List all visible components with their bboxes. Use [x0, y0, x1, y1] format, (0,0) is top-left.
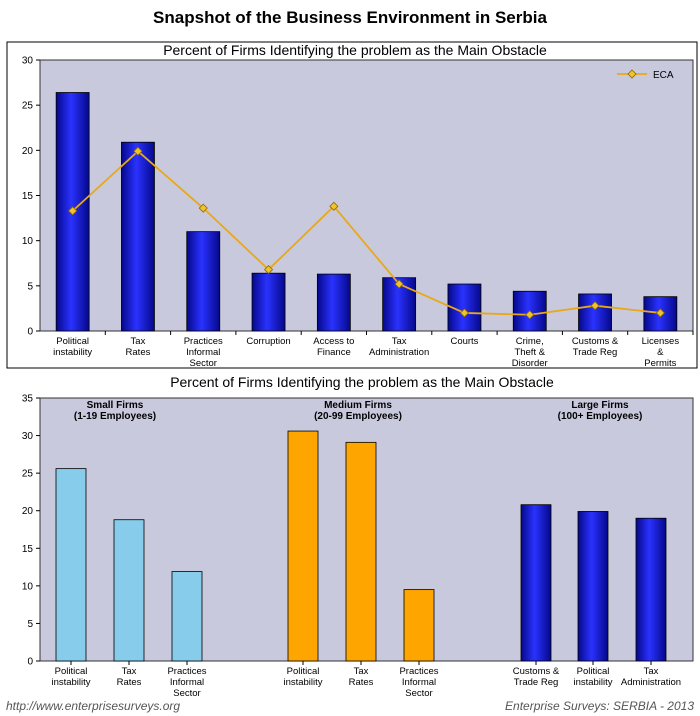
x-tick-label: Administration	[369, 347, 429, 358]
x-tick-label: instability	[283, 677, 322, 688]
x-tick-label: Access to	[313, 336, 354, 347]
x-tick-label: Rates	[126, 347, 151, 358]
x-tick-label: Disorder	[512, 358, 548, 369]
eca-point	[590, 301, 600, 311]
eca-point	[133, 146, 143, 156]
bar	[55, 468, 87, 662]
group-header: (1-19 Employees)	[74, 411, 156, 422]
y-tick-label: 5	[27, 619, 33, 630]
x-tick-label: Licenses	[642, 336, 680, 347]
y-tick-label: 25	[22, 469, 34, 480]
x-tick-label: Rates	[349, 677, 374, 688]
x-tick-label: Tax	[644, 666, 659, 677]
bar	[345, 441, 377, 662]
group-header: Medium Firms	[324, 400, 392, 411]
x-tick-label: Crime,	[516, 336, 544, 347]
eca-point	[68, 206, 78, 216]
x-tick-label: Tax	[392, 336, 407, 347]
x-tick-label: Courts	[450, 336, 478, 347]
x-tick-label: Corruption	[246, 336, 290, 347]
chart-title: Percent of Firms Identifying the problem…	[170, 374, 554, 390]
source-credit: Enterprise Surveys: SERBIA - 2013	[505, 699, 694, 713]
eca-point	[655, 308, 665, 318]
x-tick-label: Political	[56, 336, 89, 347]
source-url: http://www.enterprisesurveys.org	[6, 699, 181, 713]
eca-point	[394, 279, 404, 289]
x-tick-label: Practices	[167, 666, 206, 677]
x-tick-label: Practices	[184, 336, 223, 347]
bar	[520, 504, 552, 662]
bar	[578, 293, 612, 332]
x-tick-label: instability	[573, 677, 612, 688]
x-tick-label: instability	[51, 677, 90, 688]
bar	[287, 430, 319, 662]
group-header: (100+ Employees)	[558, 411, 643, 422]
bar	[635, 517, 667, 662]
x-tick-label: Practices	[399, 666, 438, 677]
group-header: Small Firms	[87, 400, 144, 411]
eca-line	[72, 150, 661, 316]
x-tick-label: Sector	[405, 688, 432, 699]
y-tick-label: 15	[22, 544, 34, 555]
y-tick-label: 20	[22, 506, 34, 517]
x-tick-label: Administration	[621, 677, 681, 688]
x-tick-label: Political	[287, 666, 320, 677]
x-tick-label: instability	[53, 347, 92, 358]
x-tick-label: Sector	[190, 358, 217, 369]
y-tick-label: 10	[22, 236, 34, 247]
bar	[113, 519, 145, 662]
y-tick-label: 15	[22, 191, 34, 202]
bar	[186, 231, 221, 332]
x-tick-label: Informal	[402, 677, 436, 688]
chart-obstacles-by-firm-size: Percent of Firms Identifying the problem…	[22, 374, 694, 699]
y-tick-label: 0	[27, 327, 33, 338]
x-tick-label: Tax	[354, 666, 369, 677]
y-tick-label: 5	[27, 281, 33, 292]
x-tick-label: Customs &	[572, 336, 619, 347]
eca-point	[459, 308, 470, 318]
x-tick-label: &	[657, 347, 664, 358]
y-tick-label: 35	[22, 394, 34, 405]
chart-frame	[6, 41, 698, 369]
page-title: Snapshot of the Business Environment in …	[153, 8, 547, 27]
x-tick-label: Theft &	[514, 347, 545, 358]
y-tick-label: 0	[27, 657, 33, 668]
eca-point	[263, 265, 274, 275]
bar	[577, 511, 609, 662]
x-tick-label: Informal	[186, 347, 220, 358]
y-tick-label: 20	[22, 146, 34, 157]
bar	[171, 571, 203, 662]
x-tick-label: Trade Reg	[573, 347, 618, 358]
x-tick-label: Sector	[173, 688, 200, 699]
x-tick-label: Trade Reg	[514, 677, 559, 688]
y-tick-label: 25	[22, 101, 34, 112]
eca-point	[329, 201, 339, 211]
x-tick-label: Political	[55, 666, 88, 677]
group-header: (20-99 Employees)	[314, 411, 402, 422]
legend-marker	[627, 69, 637, 79]
x-tick-label: Finance	[317, 347, 351, 358]
y-tick-label: 10	[22, 581, 34, 592]
x-tick-label: Rates	[117, 677, 142, 688]
chart-title: Percent of Firms Identifying the problem…	[163, 42, 547, 58]
y-tick-label: 30	[22, 431, 34, 442]
bar	[251, 272, 286, 332]
x-tick-label: Tax	[122, 666, 137, 677]
bar	[316, 273, 351, 332]
legend-label: ECA	[653, 70, 674, 81]
x-tick-label: Informal	[170, 677, 204, 688]
bar	[403, 589, 435, 662]
x-tick-label: Political	[577, 666, 610, 677]
x-tick-label: Customs &	[513, 666, 560, 677]
group-header: Large Firms	[571, 400, 629, 411]
eca-point	[198, 203, 208, 213]
bar	[121, 141, 155, 332]
x-tick-label: Tax	[131, 336, 146, 347]
chart-main-obstacles: Percent of Firms Identifying the problem…	[6, 41, 698, 369]
x-tick-label: Permits	[644, 358, 676, 369]
eca-point	[525, 310, 535, 320]
y-tick-label: 30	[22, 56, 34, 67]
